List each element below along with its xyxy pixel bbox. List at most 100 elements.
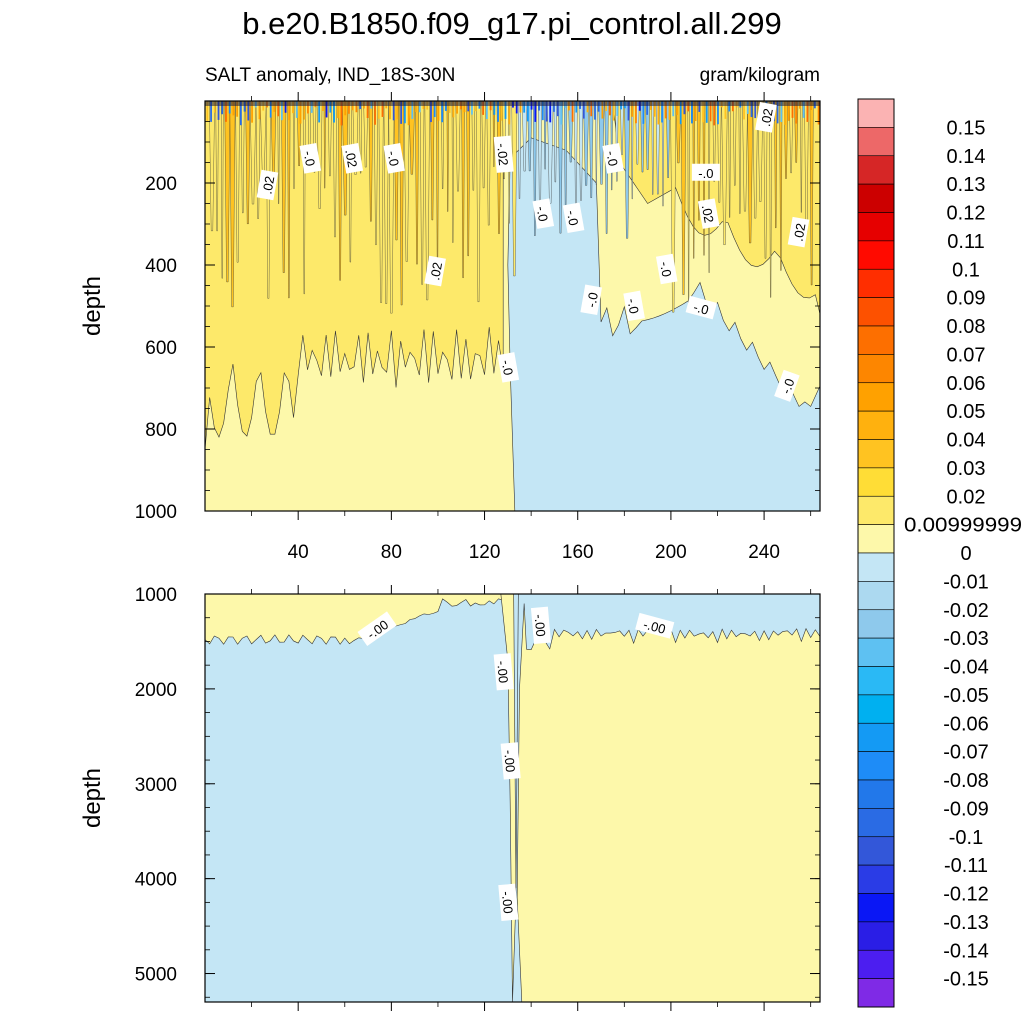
contour-label: -.0 — [774, 369, 800, 402]
svg-text:-.0: -.0 — [534, 205, 551, 223]
svg-text:-.0: -.0 — [624, 297, 641, 315]
colorbar-box — [857, 666, 895, 696]
colorbar-box — [857, 127, 895, 157]
y-tick-label: 1000 — [135, 585, 177, 606]
contour-label: -.0 — [532, 198, 555, 229]
colorbar-box — [857, 439, 895, 469]
colorbar-label: -0.02 — [943, 600, 989, 622]
lower-left-positive-region — [204, 593, 504, 645]
colorbar-box — [857, 921, 895, 951]
svg-text:-.0: -.0 — [564, 209, 581, 227]
colorbar-box — [857, 410, 895, 440]
colorbar-label: 0.12 — [947, 203, 986, 225]
colorbar-box — [857, 609, 895, 639]
lower-contour-field — [204, 593, 821, 1003]
lower-plot-frame — [204, 593, 821, 1003]
svg-text:.02: .02 — [791, 222, 809, 242]
lower-x-ticks — [251, 585, 812, 1011]
contour-label: -.0 — [685, 295, 718, 320]
colorbar-label: 0.1 — [952, 259, 980, 281]
y-tick-label: 400 — [145, 256, 177, 277]
svg-text:.02: .02 — [699, 204, 717, 224]
colorbar-box — [857, 978, 895, 1008]
y-tick-label: 2000 — [135, 680, 177, 701]
contour-label: -.00 — [530, 606, 551, 644]
colorbar-label: -0.13 — [943, 912, 989, 934]
colorbar-box — [857, 183, 895, 213]
svg-text:-.00: -.00 — [642, 617, 668, 637]
x-tick-label: 40 — [288, 542, 309, 563]
colorbar-box — [857, 268, 895, 298]
svg-text:.02: .02 — [342, 148, 360, 168]
upper-subtitle-right: gram/kilogram — [700, 65, 820, 86]
colorbar-box — [857, 98, 895, 128]
contour-label: -.00 — [357, 611, 397, 646]
svg-text:-.0: -.0 — [384, 150, 401, 168]
colorbar-box — [857, 524, 895, 554]
y-tick-label: 200 — [145, 174, 177, 195]
colorbar-label: 0.08 — [947, 316, 986, 338]
svg-text:-.0: -.0 — [583, 291, 600, 309]
colorbar-box — [857, 893, 895, 923]
colorbar-box — [857, 467, 895, 497]
contour-label: -.0 — [602, 143, 624, 174]
colorbar-box — [857, 495, 895, 525]
contour-label: -.0 — [623, 290, 645, 322]
svg-text:-.02: -.02 — [494, 143, 511, 167]
contour-label: -.00 — [498, 883, 519, 922]
y-tick-label: 600 — [145, 338, 177, 359]
upper-panel: SALT anomaly, IND_18S-30N gram/kilogram … — [79, 65, 821, 563]
svg-text:-.0: -.0 — [778, 376, 797, 395]
svg-text:-.0: -.0 — [692, 299, 711, 317]
contour-label: -.0 — [580, 284, 603, 316]
colorbar-label: 0.06 — [947, 373, 986, 395]
colorbar-box — [857, 751, 895, 781]
colorbar-label: -0.09 — [943, 798, 989, 820]
upper-right-positive-region — [612, 100, 821, 315]
upper-x-ticks: 40 80 120 160 200 240 — [251, 92, 812, 563]
svg-text:-.0: -.0 — [698, 166, 713, 181]
x-tick-label: 240 — [748, 542, 780, 563]
colorbar-box — [857, 779, 895, 809]
colorbar-label: 0.13 — [947, 174, 986, 196]
x-tick-label: 120 — [469, 542, 501, 563]
svg-text:-.00: -.00 — [501, 749, 518, 773]
colorbar-box — [857, 155, 895, 185]
svg-text:-.0: -.0 — [301, 150, 318, 168]
svg-text:.02: .02 — [259, 175, 277, 195]
contour-label: -.0 — [691, 163, 720, 181]
contour-label: .02 — [424, 255, 446, 287]
colorbar-box — [857, 694, 895, 724]
contour-label: .02 — [341, 143, 364, 174]
colorbar-box — [857, 637, 895, 667]
colorbar-label: 0.11 — [947, 231, 984, 253]
colorbar-label: 0.09 — [947, 288, 986, 310]
colorbar-label: 0.02 — [947, 486, 986, 508]
y-tick-label: 1000 — [135, 502, 177, 523]
lower-right-positive-region — [516, 603, 821, 1003]
contour-label: -.00 — [635, 612, 675, 639]
colorbar-box — [857, 864, 895, 894]
colorbar-label: -0.07 — [943, 742, 989, 764]
colorbar: 0.15 0.14 0.13 0.12 0.11 0.1 0.09 0.08 0.07 0.06 0… — [857, 98, 1022, 1008]
upper-y-ticks: 200 400 600 800 1000 — [135, 100, 820, 523]
colorbar-box — [857, 382, 895, 412]
colorbar-label: 0.07 — [947, 344, 986, 366]
colorbar-label: -0.01 — [943, 571, 989, 593]
lower-y-axis-label: depth — [79, 768, 106, 828]
colorbar-label: 0.00999999 — [904, 515, 1022, 537]
colorbar-label: 0.14 — [947, 146, 986, 168]
colorbar-label: -0.12 — [943, 884, 989, 906]
colorbar-label: 0.15 — [947, 117, 986, 139]
colorbar-label: -0.11 — [944, 855, 988, 877]
colorbar-box — [857, 354, 895, 384]
contour-label: -.0 — [562, 202, 585, 234]
colorbar-label: 0 — [960, 543, 971, 565]
colorbar-box — [857, 325, 895, 355]
upper-subtitle-left: SALT anomaly, IND_18S-30N — [205, 65, 455, 86]
colorbar-label: 0.04 — [947, 430, 986, 452]
colorbar-box — [857, 297, 895, 327]
colorbar-label: -0.06 — [943, 713, 989, 735]
